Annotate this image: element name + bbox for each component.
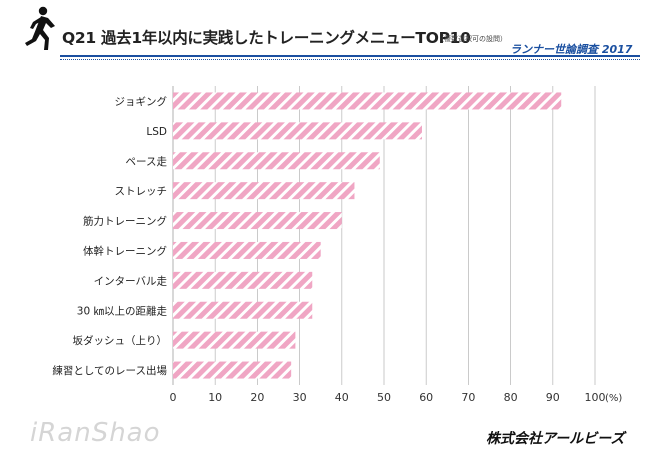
- chart-title-note: （複数選択可の設問）: [437, 35, 507, 43]
- category-label: 30 ㎞以上の距離走: [77, 304, 168, 317]
- company-name: 株式会社アールビーズ: [486, 431, 625, 447]
- x-tick-label: 50: [377, 391, 391, 404]
- bar: [173, 122, 422, 140]
- survey-source: ランナー世論調査 2017: [510, 43, 633, 56]
- x-tick-label: 0: [170, 391, 177, 404]
- bar: [173, 361, 292, 379]
- category-label: ストレッチ: [115, 186, 168, 198]
- x-tick-label: 70: [461, 391, 475, 404]
- bar: [173, 182, 355, 200]
- header-dotted-rule: [60, 59, 640, 60]
- chart-title: Q21 過去1年以内に実践したトレーニングメニューTOP10: [62, 29, 471, 47]
- category-label: LSD: [146, 126, 167, 138]
- category-label: 坂ダッシュ（上り）: [73, 334, 168, 347]
- header-rule: [60, 55, 640, 57]
- bar: [173, 212, 342, 230]
- category-label: 練習としてのレース出場: [52, 364, 167, 377]
- x-tick-label: 80: [504, 391, 518, 404]
- watermark-text: iRanShao: [30, 418, 161, 448]
- x-tick-label: 60: [419, 391, 433, 404]
- x-tick-label: 20: [250, 391, 264, 404]
- x-tick-label: 90: [546, 391, 560, 404]
- bar: [173, 331, 296, 349]
- category-label: ジョギング: [115, 95, 168, 108]
- bar: [173, 301, 313, 319]
- x-axis-ticks: 0 10 20 30 40 50 60 70 80 90 100 (%): [170, 391, 623, 404]
- category-label: 体幹トレーニング: [83, 244, 167, 257]
- category-label: 筋力トレーニング: [83, 215, 167, 228]
- bar: [173, 92, 562, 110]
- category-label: インターバル走: [94, 275, 168, 287]
- x-tick-label: 30: [293, 391, 307, 404]
- bars: [173, 92, 562, 379]
- bar: [173, 271, 313, 289]
- bar: [173, 241, 321, 259]
- x-tick-label: 40: [335, 391, 349, 404]
- x-tick-label: 100: [585, 391, 606, 404]
- chart-header: Q21 過去1年以内に実践したトレーニングメニューTOP10 （複数選択可の設問…: [0, 0, 660, 60]
- category-labels: ジョギング LSD ペース走ストレッチ筋力トレーニング体幹トレーニングインターバル走…: [52, 95, 167, 377]
- category-label: ペース走: [126, 156, 168, 168]
- x-tick-label: 10: [208, 391, 222, 404]
- runner-icon: [25, 6, 55, 50]
- bar: [173, 152, 380, 170]
- x-axis-unit: (%): [605, 393, 622, 404]
